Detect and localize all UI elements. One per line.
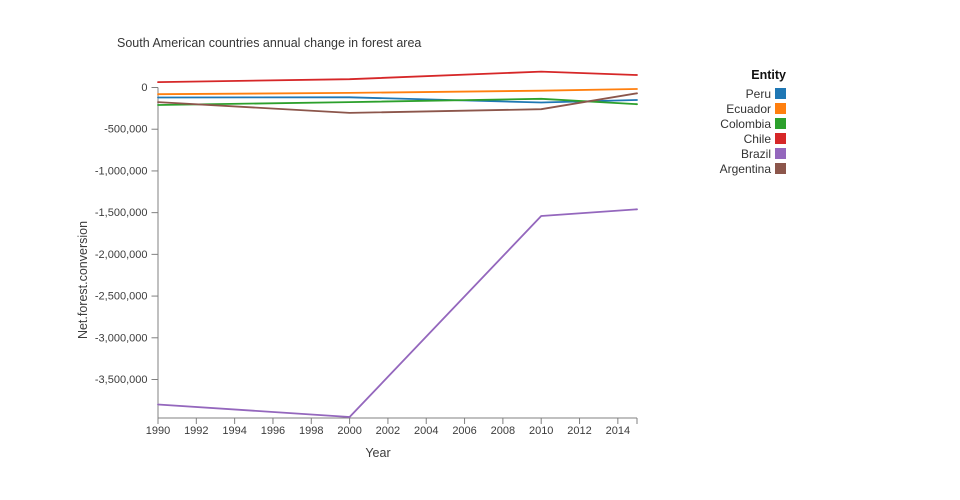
legend-item-label: Chile — [743, 131, 771, 146]
legend-item-label: Argentina — [719, 161, 771, 176]
x-axis-title: Year — [365, 446, 391, 460]
chart-title: South American countries annual change i… — [117, 36, 422, 50]
legend-item-label: Colombia — [720, 116, 771, 131]
x-tick-label: 2006 — [452, 425, 476, 437]
legend-color-swatch — [775, 133, 786, 144]
x-tick-label: 2000 — [337, 425, 361, 437]
legend-item-colombia: Colombia — [700, 116, 786, 131]
legend-item-peru: Peru — [700, 86, 786, 101]
legend-item-label: Ecuador — [726, 101, 771, 116]
legend-item-label: Peru — [745, 86, 771, 101]
x-tick-label: 2002 — [376, 425, 400, 437]
legend-item-brazil: Brazil — [700, 146, 786, 161]
y-tick-label: -3,500,000 — [95, 374, 148, 386]
axis-domain-line — [157, 87, 637, 419]
x-tick-label: 1996 — [261, 425, 285, 437]
y-tick-label: -2,000,000 — [95, 249, 148, 261]
legend: Entity Peru Ecuador Colombia Chile Brazil Arg… — [700, 68, 790, 176]
y-tick-label: -500,000 — [104, 124, 147, 136]
y-tick-label: -2,500,000 — [95, 291, 148, 303]
series-line-chile — [157, 70, 638, 83]
legend-color-swatch — [775, 118, 786, 129]
legend-item-label: Brazil — [740, 146, 771, 161]
legend-color-swatch — [775, 103, 786, 114]
x-tick-label: 2012 — [567, 425, 591, 437]
legend-item-chile: Chile — [700, 131, 786, 146]
x-tick-label: 2004 — [414, 425, 438, 437]
x-tick-label: 1998 — [299, 425, 323, 437]
legend-title: Entity — [751, 68, 786, 82]
y-tick-label: 0 — [141, 82, 147, 94]
legend-item-ecuador: Ecuador — [700, 101, 786, 116]
legend-color-swatch — [775, 88, 786, 99]
x-tick-label: 2014 — [606, 425, 630, 437]
series-line-argentina — [157, 92, 638, 114]
series-line-brazil — [157, 208, 638, 418]
series-line-ecuador — [157, 88, 638, 96]
x-tick-label: 1992 — [184, 425, 208, 437]
legend-color-swatch — [775, 163, 786, 174]
x-tick-label: 2010 — [529, 425, 553, 437]
y-tick-label: -1,000,000 — [95, 165, 148, 177]
legend-color-swatch — [775, 148, 786, 159]
legend-item-argentina: Argentina — [700, 161, 786, 176]
x-tick-label: 2008 — [491, 425, 515, 437]
y-tick-label: -1,500,000 — [95, 207, 148, 219]
x-tick-label: 1990 — [146, 425, 170, 437]
y-tick-label: -3,000,000 — [95, 332, 148, 344]
x-tick-label: 1994 — [222, 425, 246, 437]
legend-items: Peru Ecuador Colombia Chile Brazil Argentina — [700, 86, 790, 176]
